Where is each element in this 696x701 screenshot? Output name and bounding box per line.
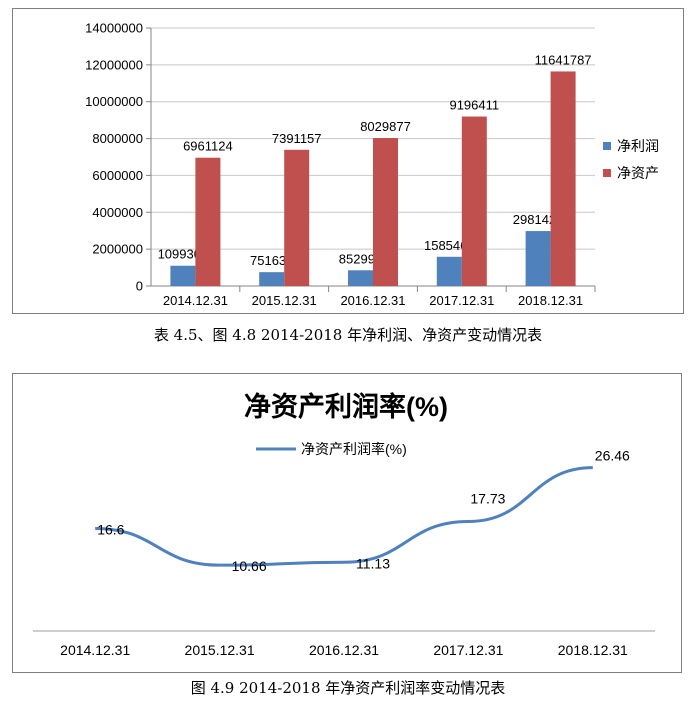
bar-net-profit xyxy=(170,265,196,286)
figure-caption-1: 表 4.5、图 4.8 2014-2018 年净利润、净资产变动情况表 xyxy=(153,326,543,344)
line-chart-panel: 净资产利润率(%) 净资产利润率(%) 16.6 10.66 11.13 17.73 26.… xyxy=(12,373,682,673)
y-tick-label: 14000000 xyxy=(85,21,143,36)
y-tick-label: 4000000 xyxy=(92,205,143,220)
data-label: 8029877 xyxy=(360,119,411,134)
x-tick-label: 2018.12.31 xyxy=(518,293,583,308)
legend-label: 净资产 xyxy=(617,165,659,181)
line-chart: 净资产利润率(%) 净资产利润率(%) 16.6 10.66 11.13 17.73 26.… xyxy=(33,391,655,658)
bar-net-assets xyxy=(284,149,310,286)
series-line xyxy=(95,466,593,567)
data-label: 16.6 xyxy=(97,521,124,537)
data-label: 17.73 xyxy=(470,491,505,507)
x-tick-label: 2015.12.31 xyxy=(185,642,255,658)
y-tick-label: 2000000 xyxy=(92,242,143,257)
y-tick-label: 6000000 xyxy=(92,168,143,183)
data-label: 10.66 xyxy=(232,558,267,574)
legend-swatch xyxy=(603,169,611,177)
x-tick-label: 2014.12.31 xyxy=(60,642,130,658)
x-tick-label: 2016.12.31 xyxy=(309,642,379,658)
x-tick-label: 2014.12.31 xyxy=(163,293,228,308)
x-tick-label: 2017.12.31 xyxy=(433,642,503,658)
bar-net-assets xyxy=(550,71,576,286)
data-label: 11.13 xyxy=(356,555,390,571)
y-tick-label: 8000000 xyxy=(92,131,143,146)
data-label: 7391157 xyxy=(272,131,322,146)
y-tick-label: 12000000 xyxy=(85,57,143,72)
legend-label: 净利润 xyxy=(617,138,659,154)
legend-label: 净资产利润率(%) xyxy=(301,441,407,457)
bar-net-assets xyxy=(373,138,398,286)
data-label: 26.46 xyxy=(595,448,630,464)
bar-net-assets xyxy=(461,116,487,286)
figure-caption-2: 图 4.9 2014-2018 年净资产利润率变动情况表 xyxy=(190,679,506,697)
bar-net-profit xyxy=(436,256,462,286)
data-label: 852992 xyxy=(339,251,382,266)
legend-swatch xyxy=(603,142,611,150)
bar-net-profit xyxy=(525,231,551,286)
x-tick-label: 2018.12.31 xyxy=(558,642,628,658)
data-label: 6961124 xyxy=(183,139,233,154)
bar-net-assets xyxy=(195,157,221,286)
data-label: 11641787 xyxy=(535,52,592,67)
bar-net-profit xyxy=(348,270,373,286)
bar-chart-panel: 0 2000000 4000000 6000000 8000000 10000000 120… xyxy=(12,8,684,314)
x-tick-label: 2016.12.31 xyxy=(340,293,405,308)
y-tick-label: 10000000 xyxy=(85,94,143,109)
bar-chart: 0 2000000 4000000 6000000 8000000 10000000 120… xyxy=(85,21,659,309)
data-label: 751639 xyxy=(250,253,293,268)
chart-title: 净资产利润率(%) xyxy=(244,391,448,422)
bar-net-profit xyxy=(259,272,285,286)
data-label: 9196411 xyxy=(449,98,499,113)
y-tick-label: 0 xyxy=(136,279,143,294)
x-tick-label: 2017.12.31 xyxy=(429,293,494,308)
x-tick-label: 2015.12.31 xyxy=(252,293,317,308)
